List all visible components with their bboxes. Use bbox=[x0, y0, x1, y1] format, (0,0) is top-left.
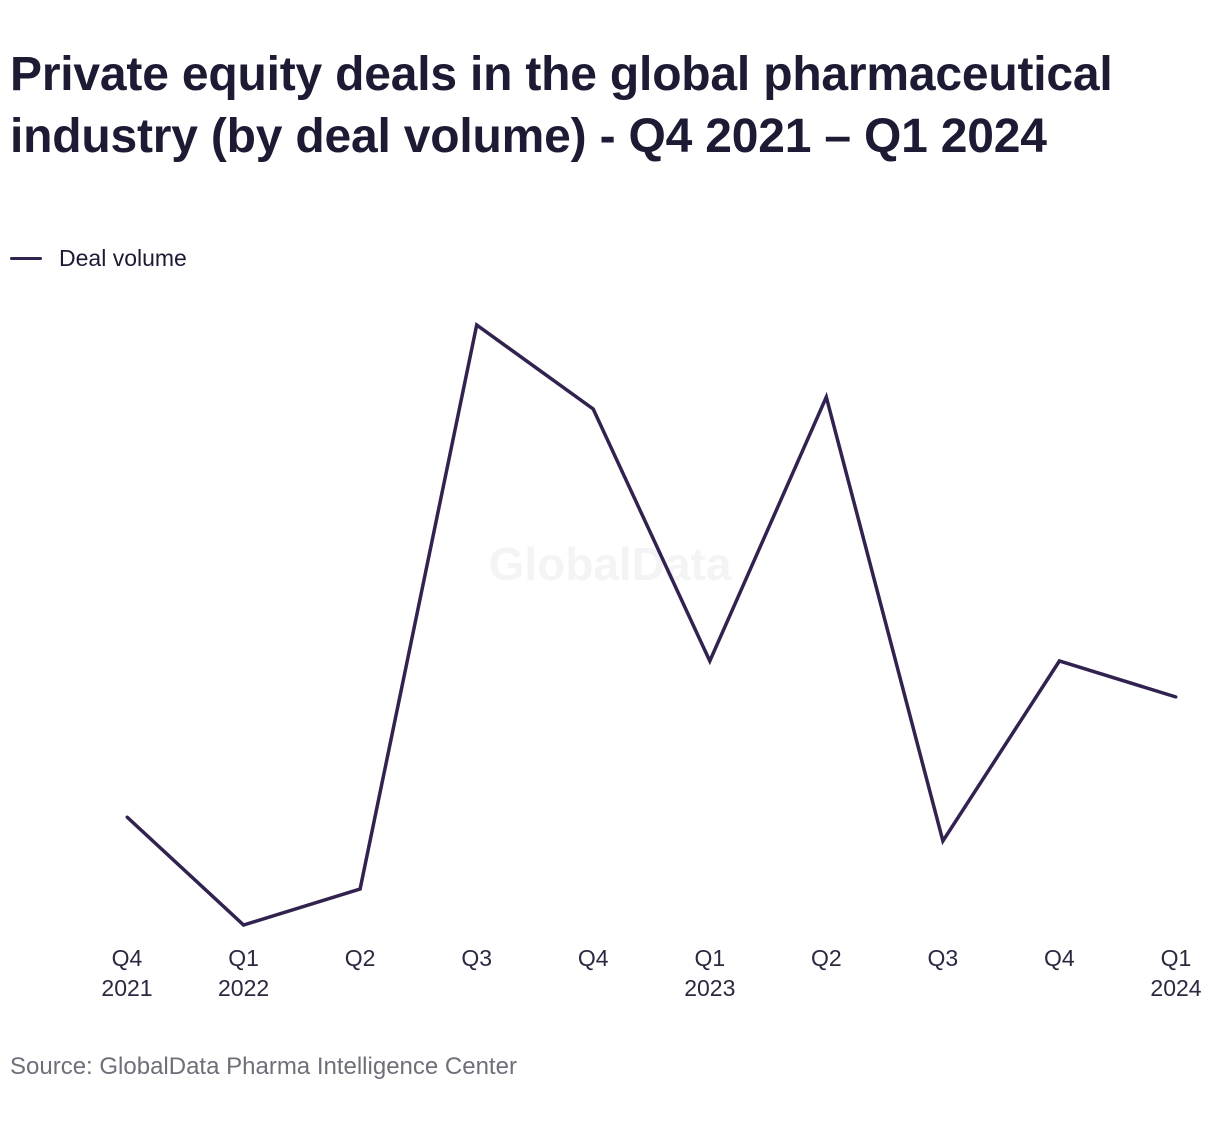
data-point bbox=[1174, 695, 1178, 699]
chart-title: Private equity deals in the global pharm… bbox=[10, 48, 1113, 163]
data-point bbox=[591, 407, 595, 411]
x-tick-label: Q1 2024 bbox=[1150, 945, 1201, 1001]
legend-label-deal-volume: Deal volume bbox=[59, 244, 187, 271]
x-tick-label: Q2 bbox=[811, 945, 842, 971]
data-point bbox=[824, 395, 828, 399]
data-point bbox=[1057, 659, 1061, 663]
x-tick-label: Q4 bbox=[1044, 945, 1075, 971]
x-axis: Q4 2021 Q1 2022 Q2 Q3 Q4 Q1 2023 Q2 Q3 Q4 Q1 2024 bbox=[101, 945, 1201, 1001]
data-point bbox=[941, 839, 945, 843]
legend-swatch-deal-volume bbox=[10, 256, 42, 260]
plot-area bbox=[125, 322, 1178, 927]
watermark-logo: GlobalData bbox=[489, 538, 732, 590]
data-point bbox=[708, 659, 712, 663]
x-tick-label: Q3 bbox=[461, 945, 492, 971]
x-tick-label: Q1 2022 bbox=[218, 945, 269, 1001]
x-tick-label: Q2 bbox=[345, 945, 376, 971]
x-tick-label: Q1 2023 bbox=[684, 945, 735, 1001]
data-point bbox=[125, 815, 129, 819]
data-point bbox=[358, 887, 362, 891]
x-tick-label: Q3 bbox=[928, 945, 959, 971]
data-point bbox=[475, 323, 479, 327]
legend: Deal volume bbox=[10, 243, 187, 273]
series-line-0 bbox=[125, 322, 1177, 927]
x-tick-label: Q4 bbox=[578, 945, 609, 971]
source-note: Source: GlobalData Pharma Intelligence C… bbox=[10, 1053, 517, 1080]
data-point bbox=[242, 923, 246, 927]
x-tick-label: Q4 2021 bbox=[101, 945, 152, 1001]
